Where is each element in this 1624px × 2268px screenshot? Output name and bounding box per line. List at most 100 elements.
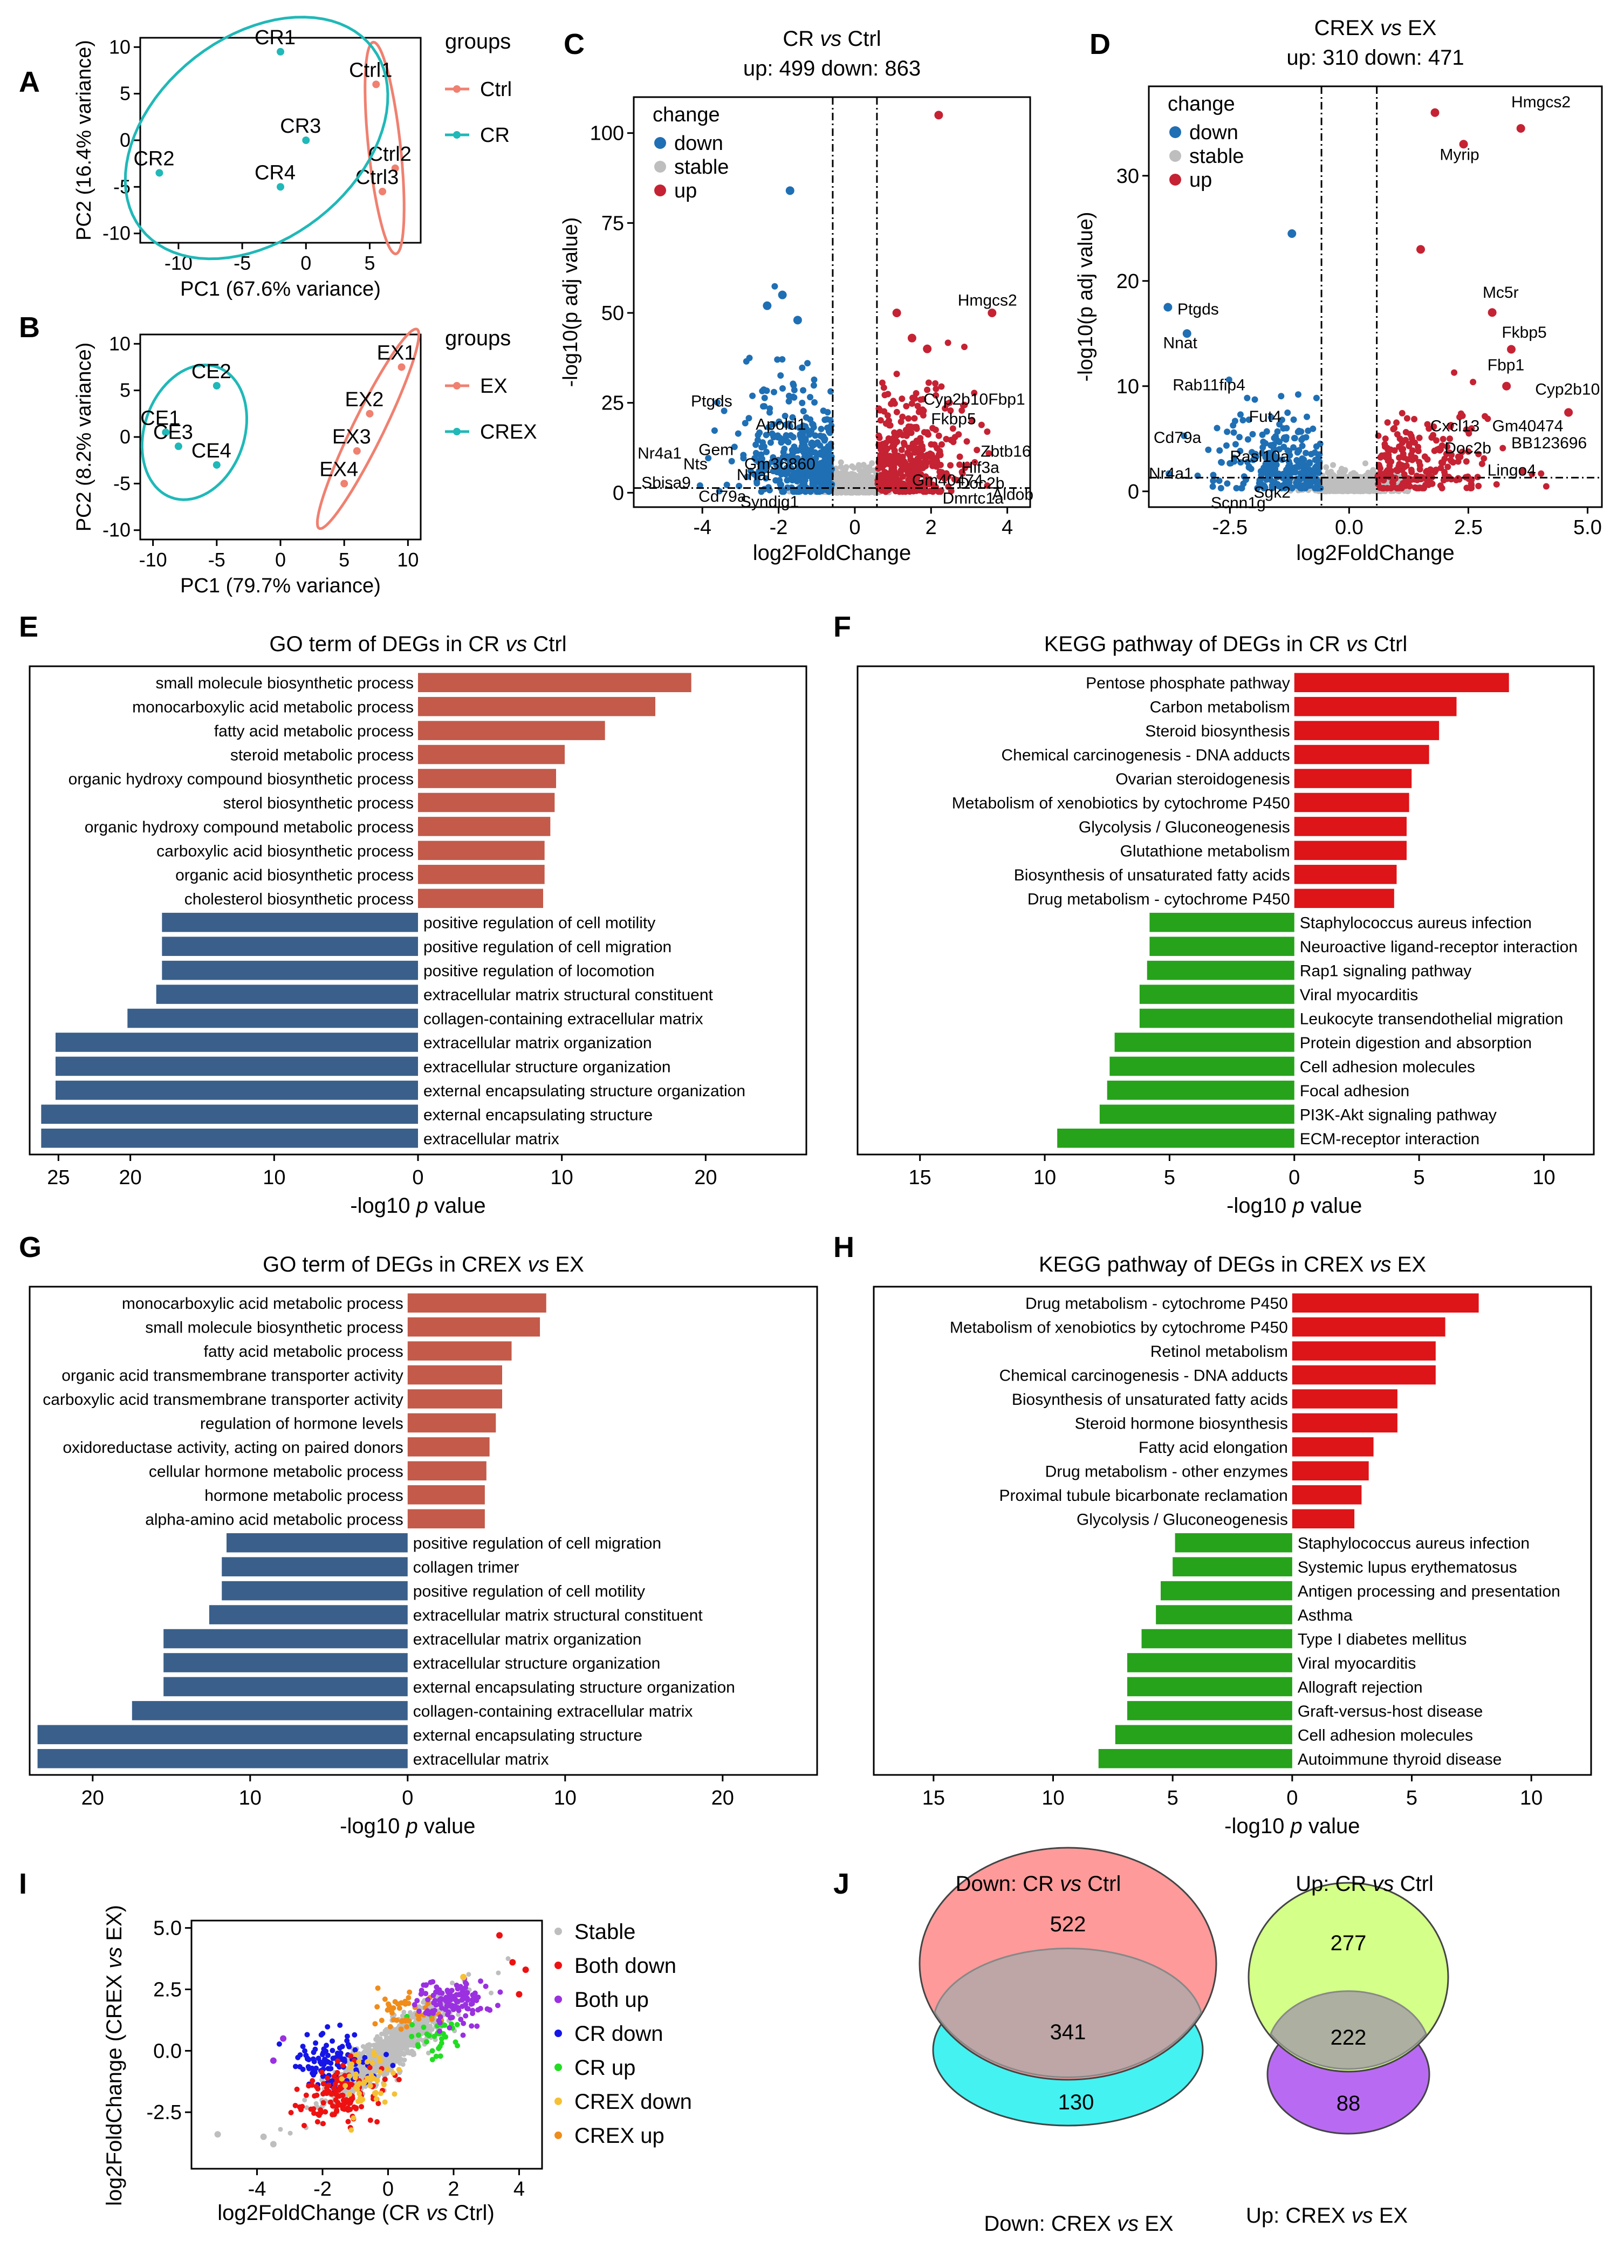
down-point [1238,484,1245,491]
gene-label: Syndig1 [741,493,799,511]
stable-point [838,459,844,466]
gene-label: Aldob [992,486,1033,504]
point-crex-down [357,2080,362,2086]
sample-point [174,442,182,450]
down-bar [56,1033,418,1052]
down-point [1230,429,1237,436]
point-both-down [326,2088,332,2094]
down-point [810,421,817,428]
point-crex-up [398,2026,404,2032]
point-both-down [308,2106,314,2112]
chart-title-part: KEGG pathway of DEGs in CR [1044,632,1346,656]
up-term-label: Carbon metabolism [1150,699,1290,716]
chart-title-part: GO term of DEGs in CREX [263,1253,527,1276]
down-term-label: Viral myocarditis [1298,1655,1416,1672]
point-both-up [445,1994,451,2000]
x-tick-label: 20 [119,1166,142,1189]
up-bar [407,1293,546,1313]
panel-letter-H: H [833,1231,854,1263]
up-bar [418,769,556,788]
up-point [906,445,913,452]
point-crex-up [375,1985,381,1991]
down-point [696,482,703,489]
point-crex-up [382,1996,388,2002]
x-axis-label: log2FoldChange [1296,541,1455,565]
up-point [898,446,905,453]
down-point [1260,439,1267,446]
down-point [1286,479,1293,486]
x-tick-label: 10 [554,1787,577,1809]
down-point [758,444,765,451]
up-point [874,480,881,487]
venn-title: Down: CREX vs EX [984,2212,1173,2236]
point-both-up [436,2018,442,2024]
down-point [790,456,797,463]
stable-point [389,2041,395,2047]
venn-count: 88 [1337,2092,1361,2115]
chart-title-part: KEGG pathway of DEGs in CREX [1039,1253,1370,1276]
up-point [971,390,978,397]
point-both-down [299,2103,305,2109]
down-point [1270,441,1277,448]
y-tick-label: 0 [120,129,131,151]
up-point [882,439,889,446]
down-point [812,432,819,439]
up-point [919,443,926,450]
up-point [1429,480,1436,487]
point-both-down [367,2065,373,2071]
point-crex-down [364,2059,370,2065]
venn-count: 222 [1331,2026,1367,2050]
up-point [1411,455,1419,462]
legend-dot [453,382,461,390]
venn-title: Down: CR vs Ctrl [956,1872,1121,1896]
stable-point [1346,487,1352,494]
point-both-up [416,2009,422,2014]
point-cr-down [328,2060,334,2066]
up-bar [407,1317,540,1337]
point-crex-down [371,2075,376,2081]
down-point [1294,428,1301,435]
sample-point [162,428,170,436]
x-tick-label: 0 [300,252,311,274]
venn-title-part: vs [1352,2204,1379,2228]
up-point [944,339,951,346]
legend-dot [1169,150,1181,162]
x-axis-label-part: value [434,1194,486,1218]
up-point [971,459,978,466]
down-point [1287,229,1297,238]
y-axis-label-part: vs [102,1941,126,1969]
down-point [804,360,811,367]
up-point [929,481,936,488]
stable-point [287,2130,293,2136]
down-point [1216,477,1223,484]
volcano-counts: up: 499 down: 863 [743,57,921,80]
down-point [801,457,808,464]
group-ellipse [316,327,421,530]
up-bar [1294,673,1509,693]
stable-point [399,2057,405,2062]
up-point [956,453,963,460]
sample-point [155,169,163,177]
point-both-up [495,2003,501,2009]
up-point [891,447,898,454]
up-bar [1294,696,1457,716]
down-point [1291,435,1298,442]
up-point [890,458,897,465]
down-point [1237,459,1244,466]
up-point [1451,369,1458,376]
point-both-down [359,2103,365,2109]
point-both-up [477,2006,483,2012]
point-crex-down [396,2067,402,2073]
gene-label: Nnat [1163,334,1198,352]
group-ellipse [364,40,406,256]
up-point [890,434,897,441]
down-point [1223,442,1230,449]
up-term-label: small molecule biosynthetic process [145,1319,403,1337]
x-tick-label: 5 [339,549,350,571]
down-point [1269,482,1276,489]
point-both-down [351,2104,357,2110]
down-point [818,469,825,476]
down-bar [1115,1725,1292,1745]
volcano-title: CREX vs EX [1314,16,1437,40]
